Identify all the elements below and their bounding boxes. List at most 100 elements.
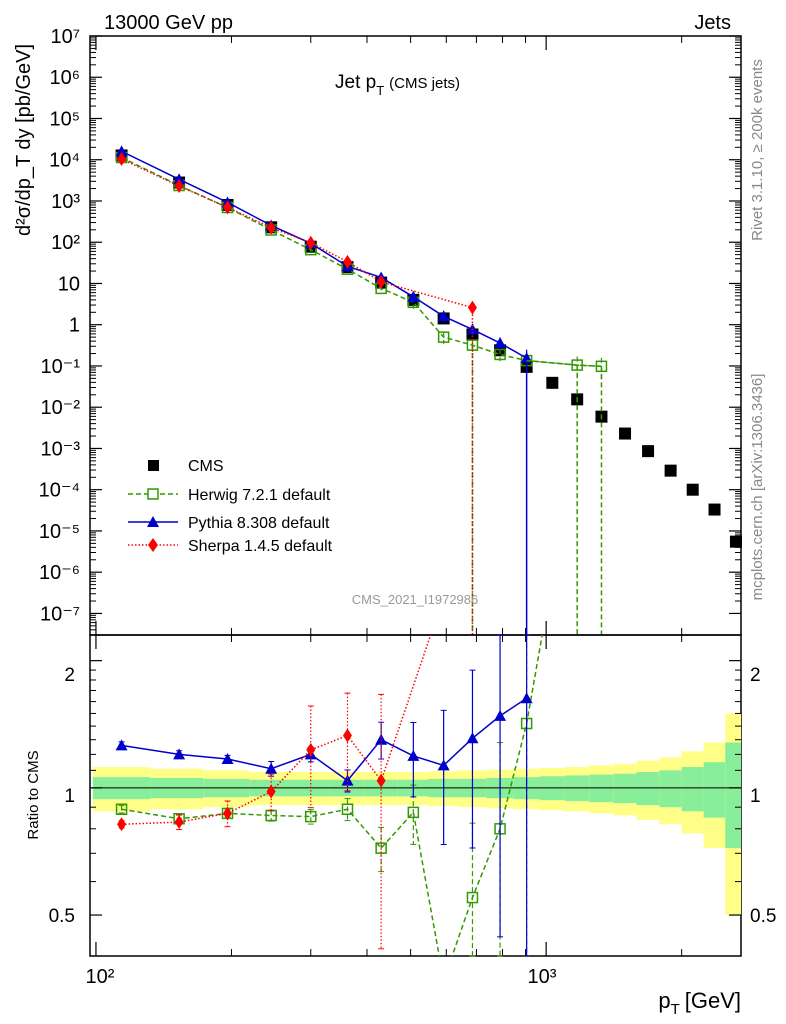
ratio-point-herwig	[115, 803, 128, 815]
main-point-sherpa	[342, 254, 352, 269]
ratio-point-herwig	[305, 810, 317, 823]
green-uncertainty-band	[659, 770, 682, 808]
ratio-point-pythia	[494, 709, 507, 721]
legend: CMS Herwig 7.2.1 default Pythia 8.308 de…	[128, 458, 333, 555]
chart-title: Jet pT (CMS jets)	[335, 72, 460, 98]
y-tick-label: 10⁶	[50, 67, 80, 89]
legend-cms-label: CMS	[188, 458, 224, 475]
y-tick-label: 10⁷	[51, 26, 80, 48]
green-uncertainty-band	[725, 742, 741, 849]
x-axis-label-main: p	[658, 988, 670, 1013]
ratio-point-pythia	[221, 753, 234, 765]
green-uncertainty-band	[636, 772, 660, 806]
main-point-herwig	[437, 331, 450, 343]
main-line-herwig	[121, 156, 602, 368]
legend-sherpa-marker	[148, 538, 158, 552]
legend-entry-herwig: Herwig 7.2.1 default	[128, 487, 331, 504]
analysis-id: CMS_2021_I1972986	[352, 592, 479, 607]
green-uncertainty-band	[613, 773, 637, 804]
ratio-x-axis	[95, 635, 683, 956]
main-point-sherpa	[266, 220, 276, 235]
y-tick-label: 10	[58, 273, 80, 295]
main-point-pythia	[173, 173, 186, 185]
main-point-pythia	[494, 337, 507, 349]
ratio-point-sherpa	[117, 817, 127, 832]
green-uncertainty-band	[589, 774, 614, 803]
legend-entry-sherpa: Sherpa 1.4.5 default	[128, 538, 333, 555]
ratio-point-sherpa	[223, 806, 233, 821]
main-point-cms	[729, 535, 742, 548]
y-tick-label: 10⁻¹	[41, 356, 81, 378]
ratio-point-sherpa	[306, 742, 316, 757]
x-axis-label-unit: [GeV]	[685, 988, 741, 1013]
ratio-point-pythia	[341, 774, 354, 786]
y-tick-label: 10⁻²	[41, 397, 81, 419]
main-point-cms	[708, 503, 721, 516]
y-tick-label: 10⁴	[49, 150, 80, 172]
legend-herwig-label: Herwig 7.2.1 default	[188, 487, 331, 504]
ratio-y-axis-label: Ratio to CMS	[25, 750, 42, 839]
green-uncertainty-band	[703, 762, 726, 818]
ratio-point-herwig	[407, 806, 420, 819]
x-tick-label-100: 10²	[86, 966, 115, 988]
rivet-version-label: Rivet 3.1.10, ≥ 200k events	[749, 59, 766, 241]
chart-title-sub: T	[376, 83, 384, 98]
x-axis-label: pT [GeV]	[658, 988, 741, 1018]
ratio-line-herwig	[121, 635, 543, 956]
main-point-sherpa	[223, 200, 233, 215]
chart-title-main: Jet p	[335, 72, 376, 93]
main-point-cms	[664, 464, 677, 477]
main-point-sherpa	[174, 179, 184, 194]
ratio-tick-label-left-0.5: 0.5	[49, 906, 75, 927]
legend-cms-marker	[148, 460, 159, 471]
main-x-axis	[95, 36, 683, 635]
ratio-point-pythia	[466, 732, 479, 744]
header-right: Jets	[694, 12, 731, 34]
main-point-cms	[546, 376, 559, 389]
legend-pythia-label: Pythia 8.308 default	[188, 515, 330, 532]
legend-entry-pythia: Pythia 8.308 default	[128, 515, 330, 532]
x-axis-label-sub: T	[671, 1001, 680, 1018]
y-tick-label: 10⁵	[49, 108, 80, 130]
main-point-cms	[686, 483, 699, 496]
header-left: 13000 GeV pp	[104, 12, 233, 34]
y-tick-label: 10⁻⁶	[39, 562, 80, 584]
ratio-point-herwig	[341, 803, 354, 815]
ratio-point-pythia	[437, 759, 450, 771]
ratio-point-sherpa	[342, 728, 352, 743]
chart-title-note: (CMS jets)	[389, 75, 460, 92]
ratio-tick-label-right-1: 1	[750, 786, 761, 807]
main-point-sherpa	[376, 274, 386, 289]
main-data-marks	[115, 145, 742, 635]
ratio-point-sherpa	[376, 773, 386, 788]
legend-sherpa-label: Sherpa 1.4.5 default	[188, 538, 333, 555]
ratio-point-pythia	[520, 692, 533, 704]
y-tick-label: 10⁻³	[41, 438, 81, 460]
ratio-tick-label-right-0.5: 0.5	[750, 906, 776, 927]
legend-herwig-marker	[147, 488, 159, 500]
main-point-sherpa	[306, 235, 316, 250]
main-point-pythia	[115, 145, 128, 157]
legend-pythia-marker	[147, 516, 159, 527]
x-tick-label-1000: 10³	[528, 966, 557, 988]
main-point-cms	[642, 445, 655, 458]
main-point-sherpa	[117, 152, 127, 167]
ratio-point-pythia	[115, 739, 128, 751]
mcplots-label: mcplots.cern.ch [arXiv:1306.3436]	[749, 374, 766, 601]
ratio-data-marks	[115, 634, 543, 957]
main-point-cms	[619, 427, 632, 440]
main-line-herwig-tail	[526, 359, 602, 368]
main-line-pythia	[121, 150, 528, 359]
ratio-point-pythia	[265, 762, 278, 774]
ratio-point-herwig	[466, 891, 479, 904]
ratio-point-pythia	[407, 749, 420, 761]
ratio-line-pythia	[121, 697, 528, 782]
main-line-sherpa	[121, 158, 473, 309]
ratio-panel: Ratio to CMS 0.5 1 2 0.5 1 2	[25, 634, 776, 957]
ratio-point-sherpa	[266, 784, 276, 799]
main-panel: 10⁻⁷ 10⁻⁶ 10⁻⁵ 10⁻⁴ 10⁻³ 10⁻² 10⁻¹ 1 10 10² 10³ 10⁴…	[13, 26, 742, 636]
green-uncertainty-band	[681, 767, 704, 812]
y-tick-label: 10⁻⁷	[40, 603, 80, 625]
ratio-point-pythia	[375, 733, 388, 745]
